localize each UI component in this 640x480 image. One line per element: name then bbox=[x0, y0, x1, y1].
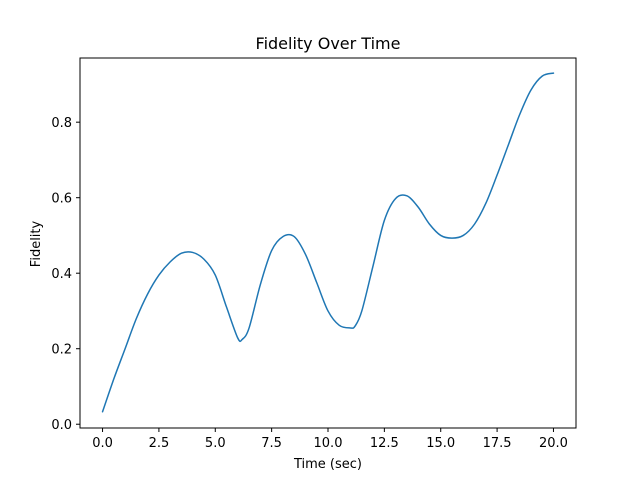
y-tick-label: 0.2 bbox=[51, 343, 72, 358]
x-tick-label: 12.5 bbox=[370, 436, 399, 451]
x-tick-label: 7.5 bbox=[261, 436, 282, 451]
x-axis-label: Time (sec) bbox=[293, 457, 362, 472]
y-tick-label: 0.6 bbox=[51, 192, 72, 207]
x-tick-label: 0.0 bbox=[92, 436, 113, 451]
x-tick-label: 10.0 bbox=[314, 436, 343, 451]
x-tick-label: 20.0 bbox=[539, 436, 568, 451]
x-tick-label: 17.5 bbox=[483, 436, 512, 451]
y-axis-label: Fidelity bbox=[29, 220, 44, 267]
fidelity-series-line bbox=[101, 72, 555, 413]
x-tick-label: 15.0 bbox=[426, 436, 455, 451]
x-tick-label: 2.5 bbox=[149, 436, 170, 451]
x-tick-label: 5.0 bbox=[205, 436, 226, 451]
y-tick-label: 0.8 bbox=[51, 116, 72, 131]
axis-ticks: 0.0 2.5 5.0 7.5 10.0 12.5 15.0 17.5 20.0 0.0 0.2 0.… bbox=[51, 116, 568, 451]
series-layer bbox=[101, 72, 555, 413]
y-tick-label: 0.0 bbox=[51, 418, 72, 433]
y-tick-label: 0.4 bbox=[51, 267, 72, 282]
plot-frame bbox=[79, 57, 577, 429]
chart-title: Fidelity Over Time bbox=[256, 34, 401, 53]
